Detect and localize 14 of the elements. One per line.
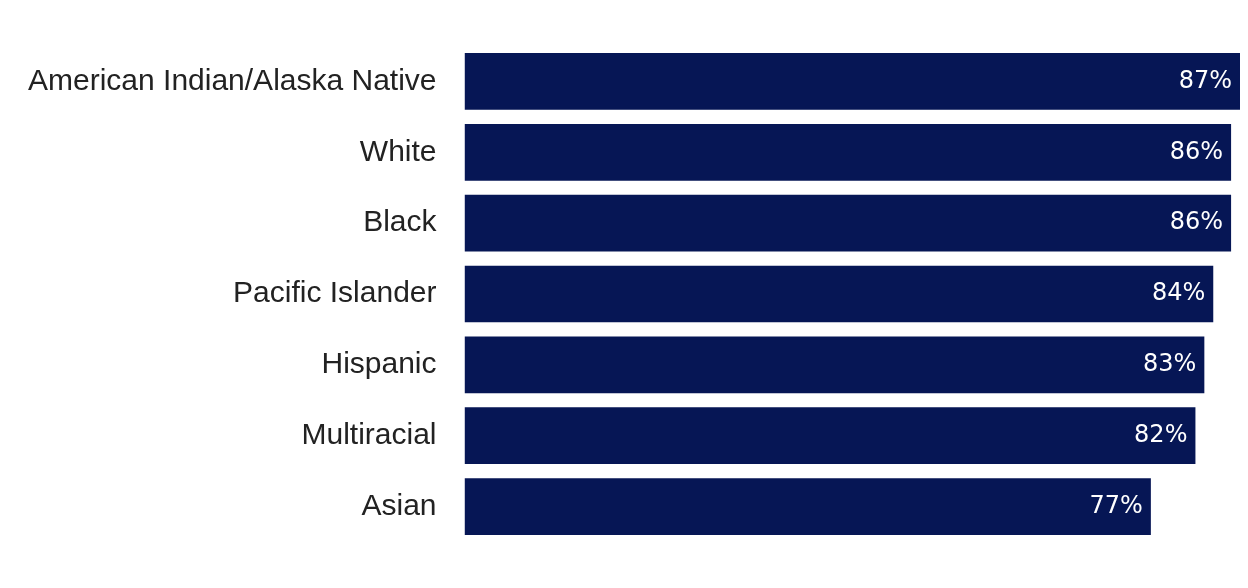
- y-tick-label: Multiracial: [301, 416, 437, 450]
- data-label: 86%: [1169, 136, 1224, 165]
- y-tick-label: Hispanic: [321, 346, 437, 380]
- y-tick-label: Pacific Islander: [233, 275, 437, 309]
- y-tick-label: American Indian/Alaska Native: [28, 62, 437, 96]
- data-label: 83%: [1143, 349, 1197, 378]
- y-tick-label: Asian: [361, 487, 437, 521]
- y-tick-label: Black: [363, 204, 438, 238]
- data-label: 82%: [1134, 419, 1188, 448]
- data-label: 84%: [1151, 278, 1206, 307]
- y-tick-label: White: [359, 133, 437, 167]
- data-label: 77%: [1089, 490, 1143, 519]
- data-label: 86%: [1169, 207, 1224, 236]
- data-label: 87%: [1178, 65, 1232, 94]
